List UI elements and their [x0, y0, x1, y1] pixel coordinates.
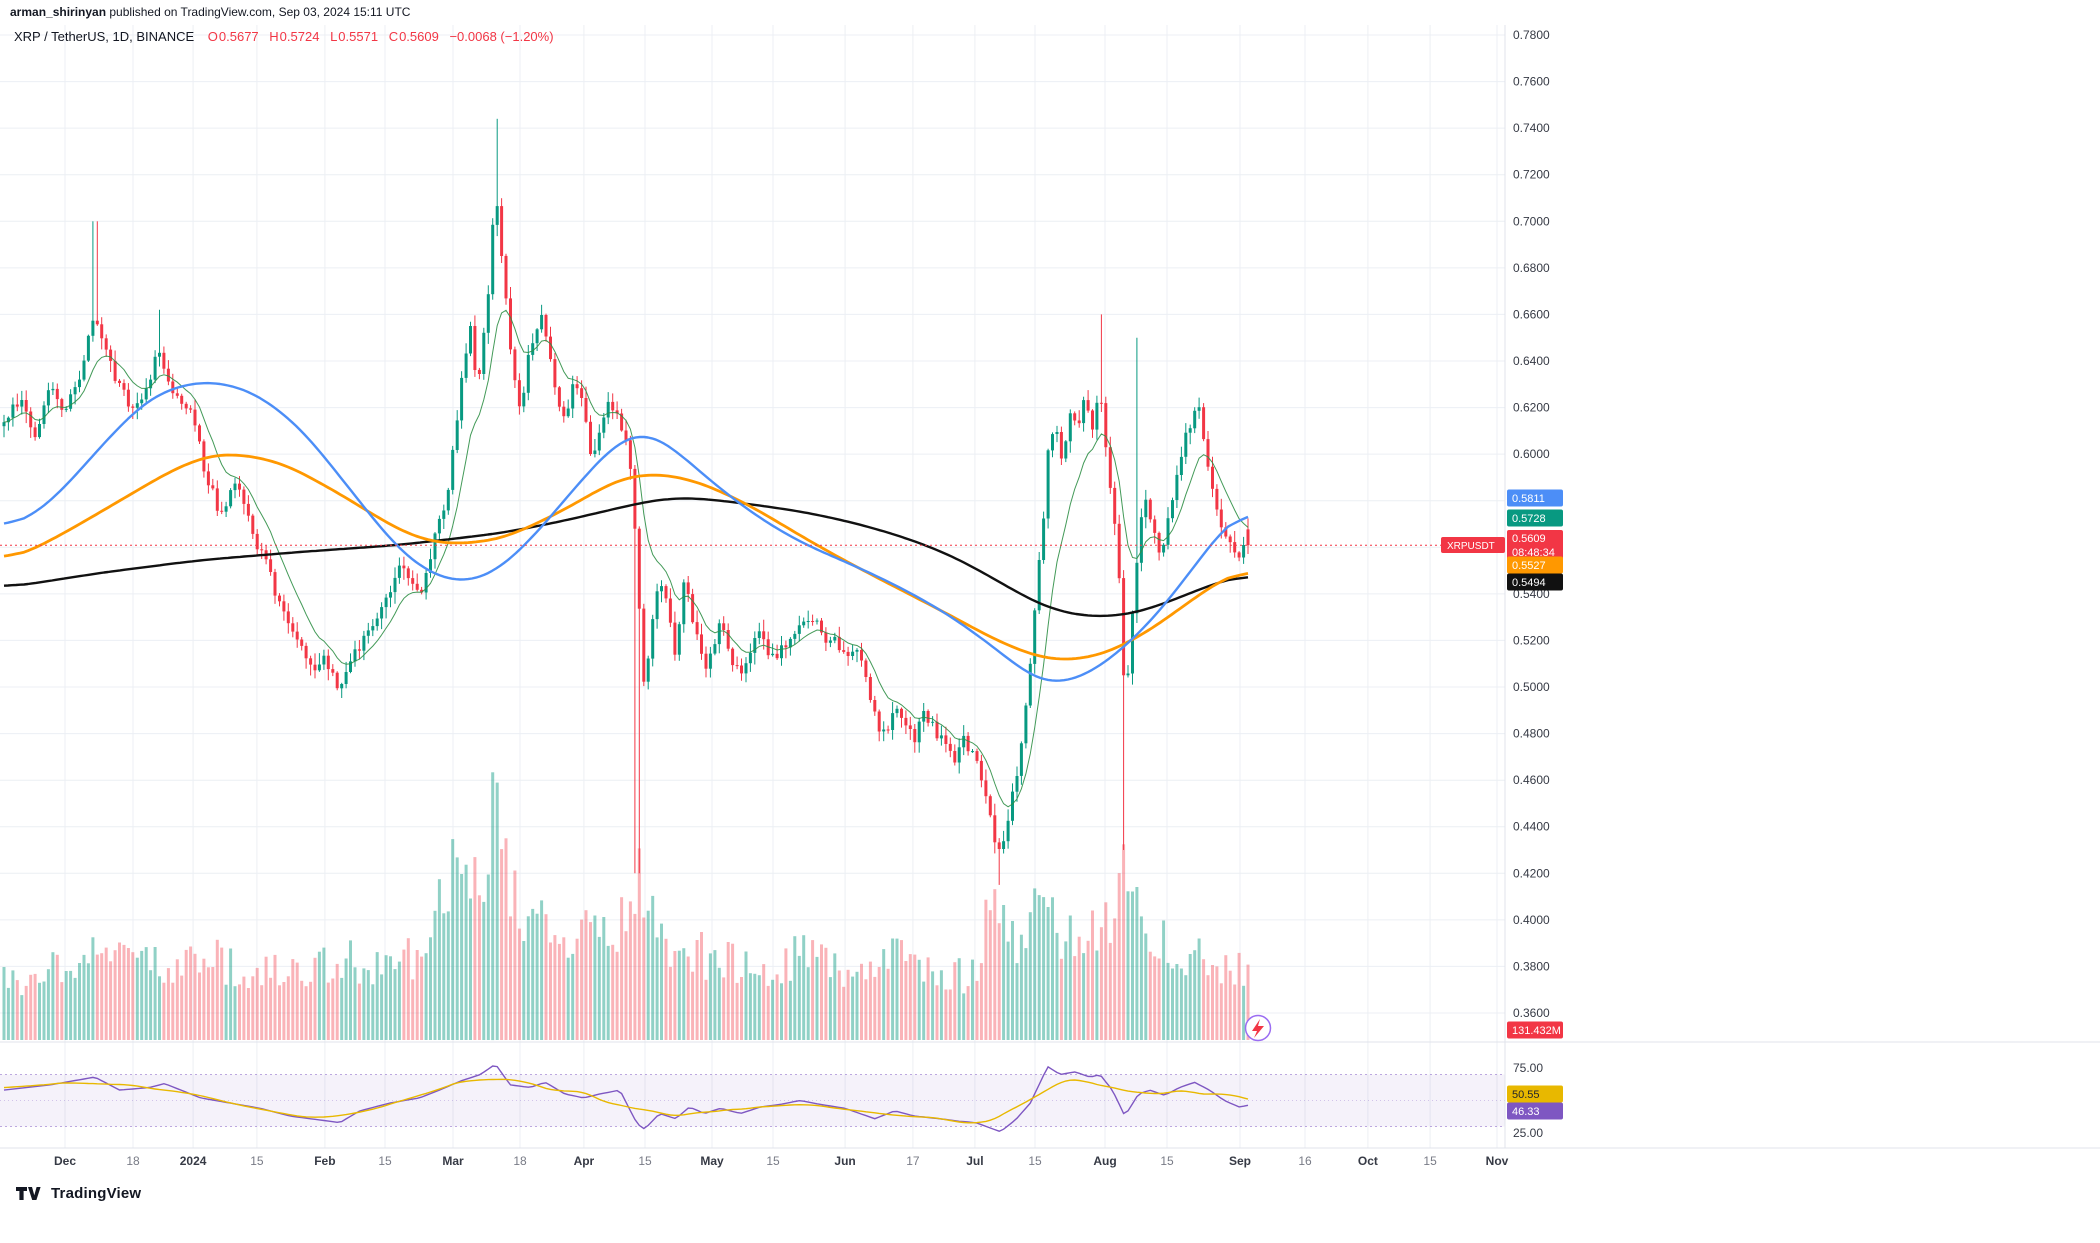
- price-tick-label: 0.4400: [1513, 820, 1550, 834]
- price-tick-label: 0.4000: [1513, 913, 1550, 927]
- svg-text:46.33: 46.33: [1512, 1106, 1540, 1118]
- price-tick-label: 0.7400: [1513, 121, 1550, 135]
- time-tick-label: 2024: [180, 1154, 207, 1168]
- ma-blue-price-tag[interactable]: 0.5811: [1507, 489, 1563, 507]
- svg-text:0.5527: 0.5527: [1512, 560, 1546, 572]
- price-tick-label: 0.5000: [1513, 680, 1550, 694]
- svg-text:0.5728: 0.5728: [1512, 513, 1546, 525]
- svg-text:0.5609: 0.5609: [1512, 533, 1546, 545]
- svg-text:0.5494: 0.5494: [1512, 577, 1546, 589]
- watermark-label: TradingView: [51, 1185, 142, 1202]
- price-tick-label: 0.6000: [1513, 447, 1550, 461]
- time-tick-label: Mar: [442, 1154, 464, 1168]
- price-tick-label: 0.3800: [1513, 959, 1550, 973]
- time-axis[interactable]: Dec 18 2024 15 Feb 15 Mar 18 Apr 15 May 15 Jun 17 Jul 1…: [54, 1154, 1509, 1168]
- time-tick-label: May: [700, 1154, 724, 1168]
- time-tick-label: Oct: [1358, 1154, 1378, 1168]
- volume-bars: [2, 772, 1250, 1041]
- svg-text:XRPUSDT: XRPUSDT: [1447, 541, 1495, 552]
- gridlines: [0, 25, 1505, 1148]
- ma-orange-price-tag[interactable]: 0.5527: [1507, 556, 1563, 574]
- ma-green-price-tag[interactable]: 0.5728: [1507, 509, 1563, 527]
- rsi-tick-label: 25.00: [1513, 1126, 1543, 1140]
- publish-info: published on TradingView.com, Sep 03, 20…: [106, 5, 411, 19]
- ma-blue-line: [3, 381, 1249, 682]
- time-tick-label: 18: [513, 1154, 527, 1168]
- time-tick-label: Sep: [1229, 1154, 1251, 1168]
- chart-legend: XRP / TetherUS, 1D, BINANCE O0.5677 H0.5…: [14, 29, 561, 44]
- price-tick-label: 0.7600: [1513, 75, 1550, 89]
- ma-black-line: [3, 497, 1249, 618]
- candlesticks: [2, 118, 1250, 885]
- close-label: C: [388, 29, 399, 44]
- time-tick-label: 15: [1160, 1154, 1174, 1168]
- open-value: 0.5677: [218, 29, 259, 44]
- price-tick-label: 0.6800: [1513, 261, 1550, 275]
- price-tick-label: 0.7000: [1513, 214, 1550, 228]
- time-tick-label: 15: [1028, 1154, 1042, 1168]
- low-label: L: [330, 29, 338, 44]
- rsi-tag[interactable]: 46.33: [1507, 1102, 1563, 1120]
- price-tick-label: 0.4200: [1513, 866, 1550, 880]
- last-price-tag[interactable]: XRPUSDT 0.5609 08:48:34: [1441, 530, 1563, 561]
- rsi-tick-label: 75.00: [1513, 1061, 1543, 1075]
- time-tick-label: 15: [378, 1154, 392, 1168]
- price-tick-label: 0.6400: [1513, 354, 1550, 368]
- rsi-ma-tag[interactable]: 50.55: [1507, 1085, 1563, 1103]
- time-tick-label: 15: [1423, 1154, 1437, 1168]
- time-tick-label: 18: [126, 1154, 140, 1168]
- time-tick-label: Apr: [574, 1154, 595, 1168]
- time-tick-label: 17: [906, 1154, 920, 1168]
- publisher-username: arman_shirinyan: [10, 5, 107, 19]
- price-tick-label: 0.4600: [1513, 773, 1550, 787]
- high-value: 0.5724: [279, 29, 320, 44]
- ma-green-line: [3, 309, 1249, 808]
- rsi-band: [0, 1074, 1505, 1127]
- publish-header: arman_shirinyan published on TradingView…: [10, 5, 410, 19]
- high-label: H: [269, 29, 279, 44]
- time-tick-label: 16: [1298, 1154, 1312, 1168]
- time-tick-label: Nov: [1486, 1154, 1509, 1168]
- time-tick-label: Jul: [966, 1154, 983, 1168]
- ma-orange-line: [3, 453, 1249, 661]
- time-tick-label: Feb: [314, 1154, 335, 1168]
- change-value: −0.0068 (−1.20%): [449, 29, 554, 44]
- time-tick-label: 15: [638, 1154, 652, 1168]
- ohlc-values: O0.5677 H0.5724 L0.5571 C0.5609 −0.0068 …: [208, 29, 561, 44]
- price-tick-label: 0.4800: [1513, 727, 1550, 741]
- close-value: 0.5609: [399, 29, 439, 44]
- time-tick-label: Jun: [834, 1154, 855, 1168]
- symbol-title[interactable]: XRP / TetherUS, 1D, BINANCE: [14, 29, 195, 44]
- price-tick-label: 0.6200: [1513, 401, 1550, 415]
- time-tick-label: Aug: [1093, 1154, 1116, 1168]
- time-tick-label: 15: [250, 1154, 264, 1168]
- tradingview-logo-icon: [16, 1187, 41, 1200]
- open-label: O: [207, 29, 218, 44]
- volume-tag[interactable]: 131.432M: [1507, 1021, 1563, 1039]
- flash-icon: [1244, 1014, 1272, 1042]
- time-tick-label: 15: [766, 1154, 780, 1168]
- tradingview-watermark[interactable]: TradingView: [16, 1185, 141, 1202]
- ma-black-price-tag[interactable]: 0.5494: [1507, 573, 1563, 591]
- price-tick-label: 0.7800: [1513, 28, 1550, 42]
- low-value: 0.5571: [338, 29, 379, 44]
- svg-text:50.55: 50.55: [1512, 1089, 1540, 1101]
- time-tick-label: Dec: [54, 1154, 76, 1168]
- rsi-lines: [3, 1065, 1249, 1132]
- price-tick-label: 0.5200: [1513, 633, 1550, 647]
- price-tick-label: 0.6600: [1513, 307, 1550, 321]
- svg-text:08:48:34: 08:48:34: [1512, 547, 1555, 559]
- price-tick-label: 0.7200: [1513, 168, 1550, 182]
- price-tick-label: 0.3600: [1513, 1006, 1550, 1020]
- svg-text:0.5811: 0.5811: [1512, 493, 1545, 505]
- svg-text:131.432M: 131.432M: [1512, 1025, 1561, 1037]
- pane-dividers: [0, 25, 2100, 1149]
